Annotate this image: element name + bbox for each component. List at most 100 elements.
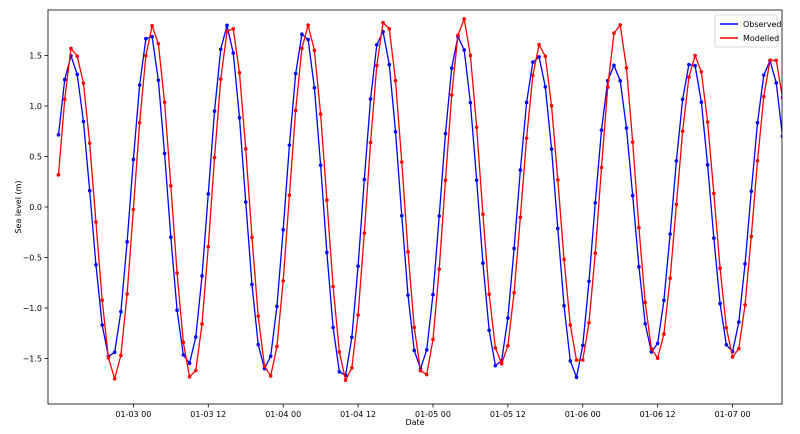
data-point xyxy=(730,355,735,359)
data-point xyxy=(281,279,285,283)
data-point xyxy=(243,147,248,151)
data-point xyxy=(200,322,204,326)
data-point xyxy=(568,359,573,363)
data-point xyxy=(643,322,647,326)
data-point xyxy=(537,55,541,59)
data-point xyxy=(468,53,473,58)
data-point xyxy=(680,129,685,134)
data-point xyxy=(718,301,722,306)
data-point xyxy=(562,304,566,308)
data-point xyxy=(699,70,704,74)
data-point xyxy=(318,163,323,168)
y-tick-label: 1.5 xyxy=(29,51,42,60)
data-point xyxy=(119,309,123,314)
data-point xyxy=(175,308,179,313)
x-tick-label: 01-03 00 xyxy=(115,410,151,419)
data-point xyxy=(693,53,697,58)
data-point xyxy=(150,34,154,39)
data-point xyxy=(493,363,498,368)
data-point xyxy=(112,350,117,355)
data-point xyxy=(630,140,635,144)
data-point xyxy=(312,48,317,53)
y-tick-label: 0.5 xyxy=(29,152,42,161)
data-point xyxy=(362,231,367,235)
data-point xyxy=(56,133,61,137)
series-layer xyxy=(56,16,782,383)
data-point xyxy=(593,251,598,255)
data-point xyxy=(262,364,267,368)
data-point xyxy=(237,70,242,75)
series-modelled xyxy=(56,16,782,383)
data-point xyxy=(662,298,666,303)
data-point xyxy=(562,257,566,262)
data-point xyxy=(119,353,123,358)
data-point xyxy=(556,177,560,182)
data-point xyxy=(356,313,360,317)
data-point xyxy=(637,225,641,230)
data-point xyxy=(162,100,167,105)
data-point xyxy=(406,293,410,297)
data-point xyxy=(75,54,80,58)
x-tick-label: 01-03 12 xyxy=(190,410,226,419)
data-point xyxy=(618,79,623,83)
data-point xyxy=(131,207,136,212)
data-point xyxy=(424,348,429,352)
data-point xyxy=(499,361,504,366)
data-point xyxy=(300,32,304,37)
data-point xyxy=(187,361,192,366)
x-tick-label: 01-05 12 xyxy=(490,410,526,419)
data-point xyxy=(100,323,104,327)
data-point xyxy=(605,85,610,89)
x-tick-label: 01-04 00 xyxy=(265,410,301,419)
data-point xyxy=(655,356,660,360)
data-point xyxy=(674,202,679,207)
data-point xyxy=(144,53,148,58)
data-point xyxy=(181,340,186,345)
data-point xyxy=(362,177,367,182)
data-point xyxy=(399,214,404,218)
data-point xyxy=(293,71,298,76)
data-point xyxy=(712,191,716,196)
data-point xyxy=(761,94,766,99)
data-point xyxy=(62,97,67,102)
data-point xyxy=(612,31,616,35)
data-point xyxy=(350,366,354,370)
data-point xyxy=(468,100,473,105)
data-point xyxy=(268,374,273,378)
data-point xyxy=(200,274,204,278)
data-point xyxy=(75,72,80,77)
data-point xyxy=(655,341,660,346)
data-point xyxy=(169,184,173,188)
data-point xyxy=(518,215,523,220)
data-point xyxy=(531,60,535,64)
data-point xyxy=(599,165,604,170)
data-point xyxy=(612,63,616,68)
data-point xyxy=(424,372,429,377)
data-point xyxy=(156,78,161,83)
data-point xyxy=(749,189,754,194)
data-point xyxy=(343,378,348,383)
data-point xyxy=(668,276,672,281)
data-point xyxy=(705,120,710,124)
data-point xyxy=(643,300,647,305)
data-point xyxy=(724,343,729,347)
data-point xyxy=(250,282,254,287)
legend-box xyxy=(714,14,778,48)
data-point xyxy=(531,73,535,78)
data-point xyxy=(668,232,672,236)
data-point xyxy=(337,350,342,354)
data-point xyxy=(524,100,529,105)
data-point xyxy=(474,125,479,130)
data-point xyxy=(580,343,585,348)
data-point xyxy=(618,23,623,27)
data-point xyxy=(418,368,423,373)
data-point xyxy=(687,62,691,67)
data-point xyxy=(331,284,335,289)
data-point xyxy=(680,97,685,102)
legend-label-modelled: Modelled xyxy=(743,34,779,43)
data-point xyxy=(275,344,279,349)
data-point xyxy=(306,37,310,42)
data-point xyxy=(580,358,585,362)
data-point xyxy=(125,240,129,244)
y-tick-label: −1.5 xyxy=(23,355,42,364)
